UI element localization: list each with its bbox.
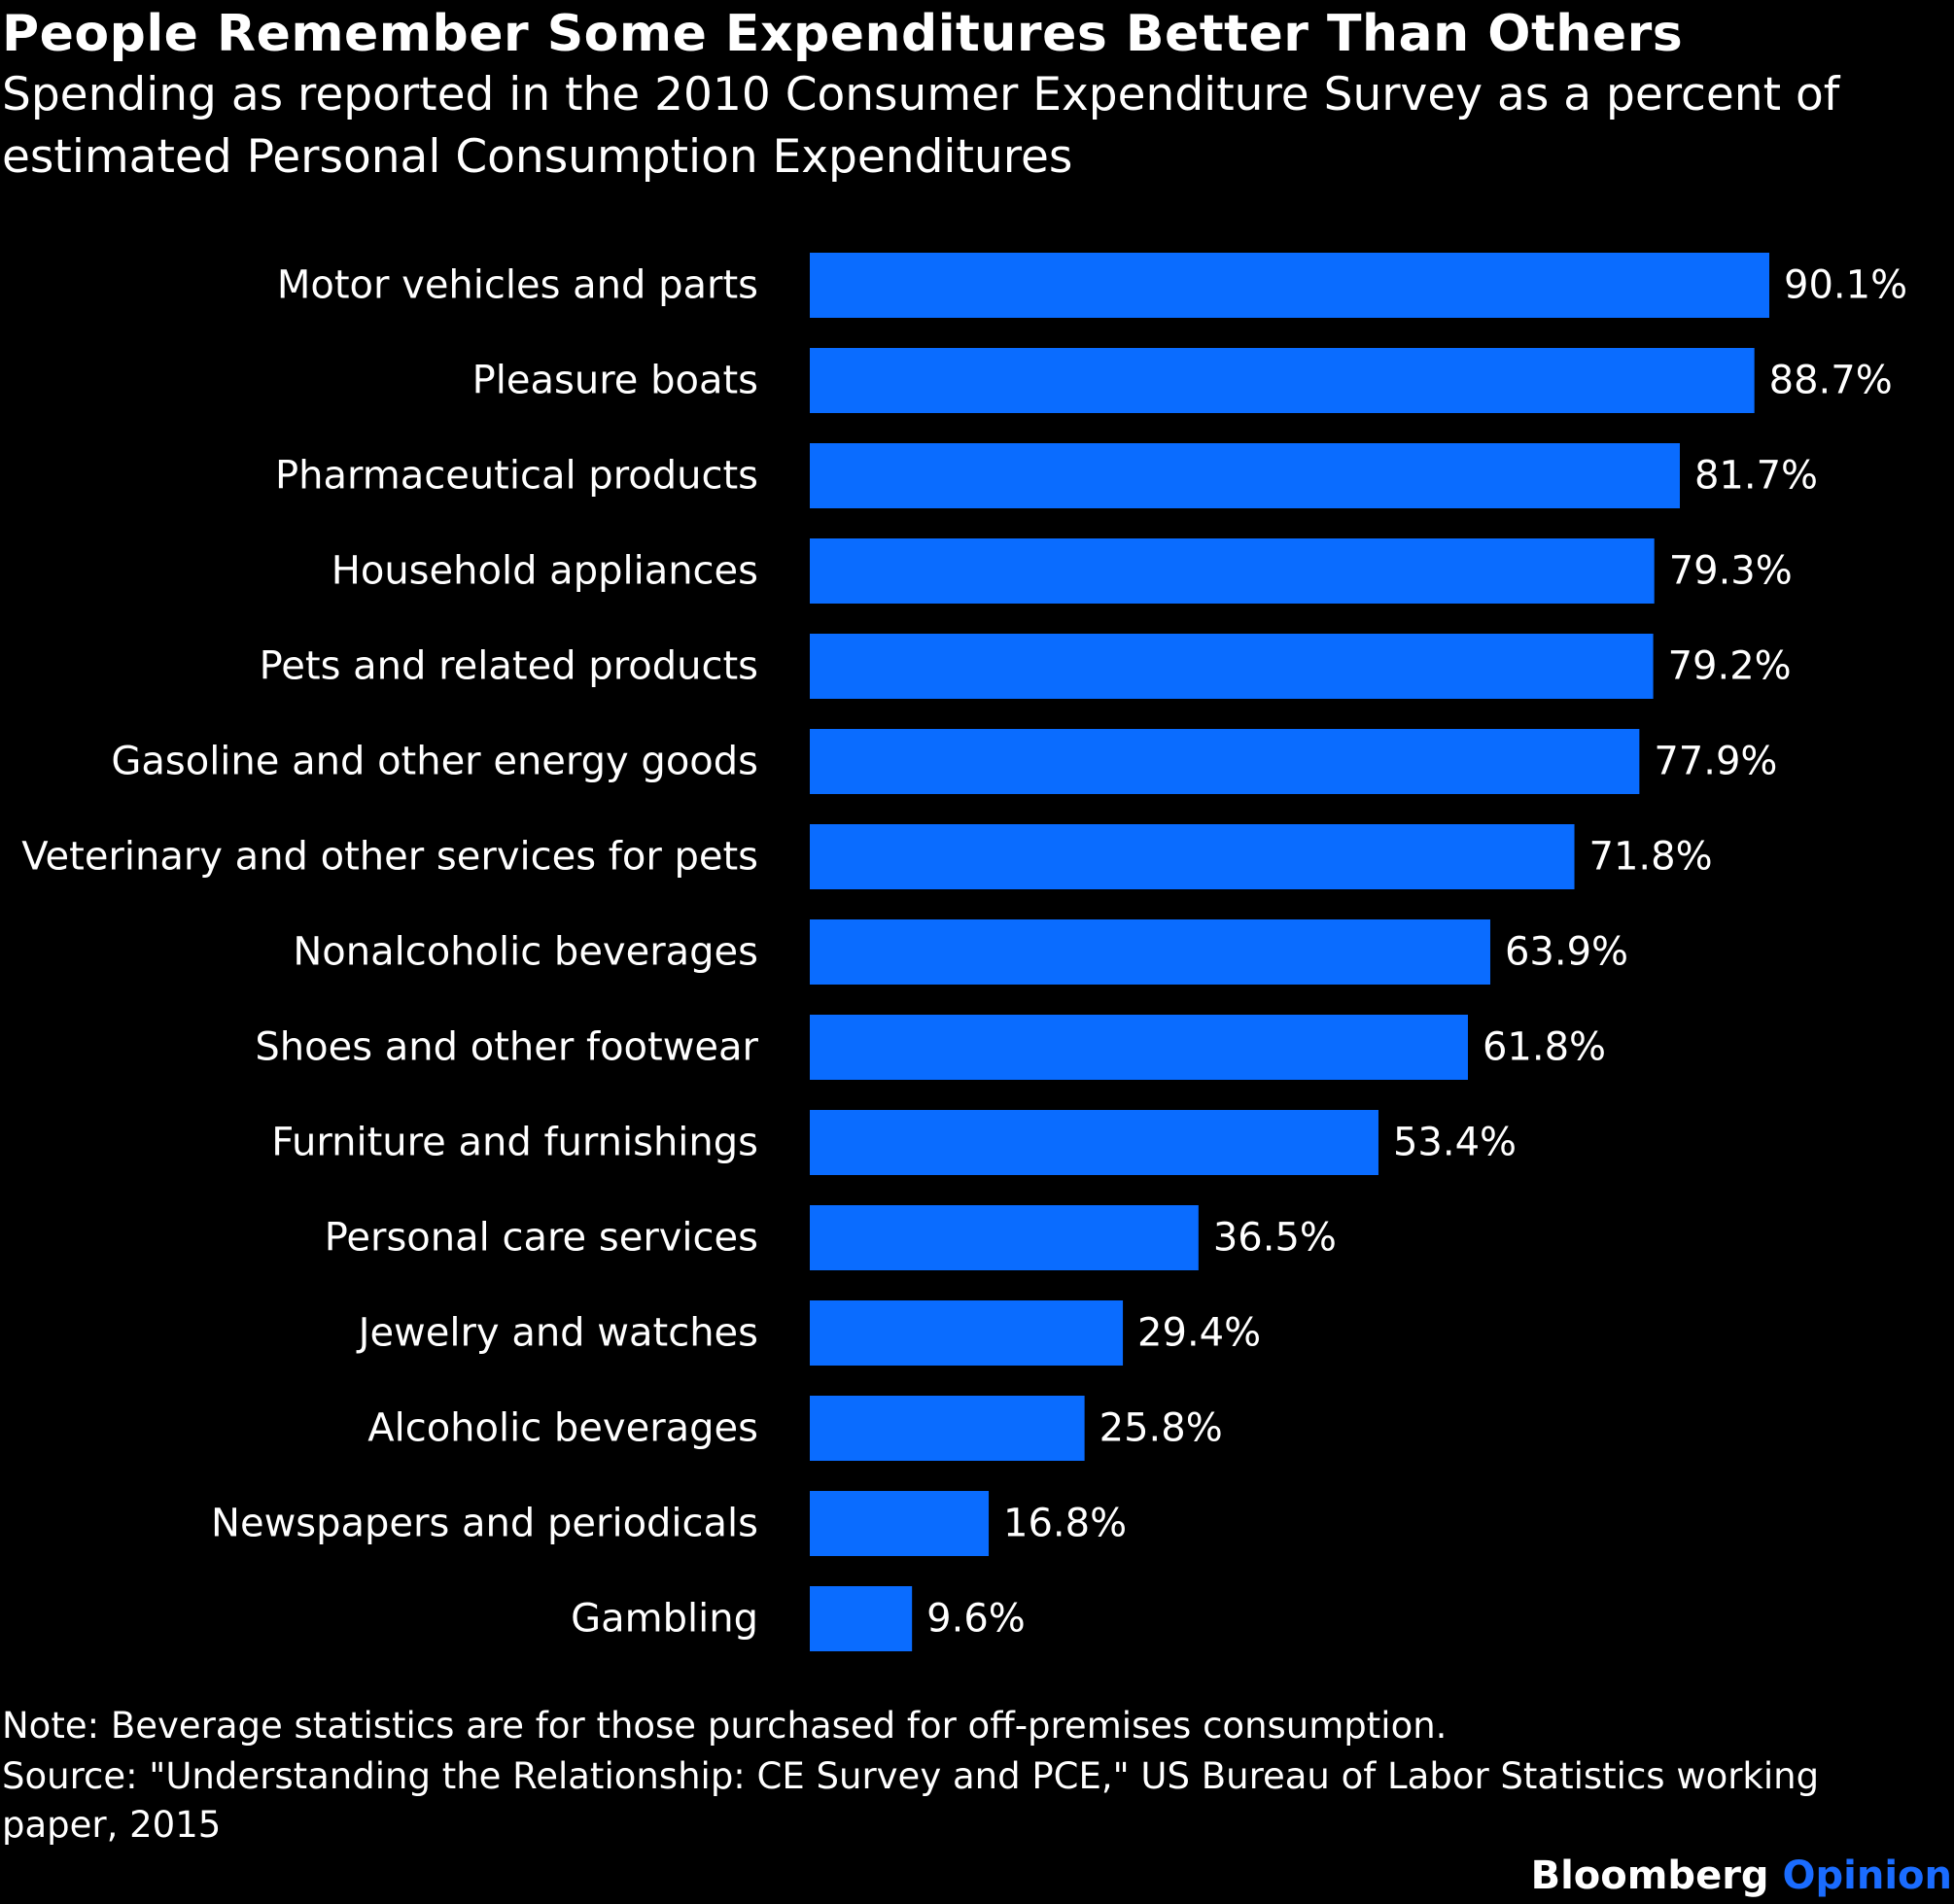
category-label: Veterinary and other services for pets (21, 835, 758, 880)
category-label: Personal care services (325, 1216, 758, 1261)
category-label: Nonalcoholic beverages (293, 930, 758, 975)
bar (810, 253, 1769, 318)
bar (810, 729, 1640, 794)
chart-title: People Remember Some Expenditures Better… (2, 5, 1684, 63)
chart-source: Source: "Understanding the Relationship:… (2, 1755, 1820, 1797)
bar (810, 538, 1655, 604)
category-label: Shoes and other footwear (255, 1025, 758, 1070)
bar (810, 1396, 1085, 1461)
chart-source-continued: paper, 2015 (2, 1804, 222, 1846)
bar (810, 348, 1755, 413)
brand-product: Opinion (1782, 1853, 1953, 1898)
value-label: 81.7% (1694, 454, 1818, 499)
category-label: Furniture and furnishings (271, 1121, 758, 1165)
category-label: Alcoholic beverages (367, 1406, 758, 1451)
bar (810, 1491, 990, 1556)
value-label: 71.8% (1589, 835, 1713, 880)
value-label: 79.3% (1669, 549, 1793, 594)
chart-subtitle: Spending as reported in the 2010 Consume… (2, 68, 1840, 184)
value-label: 90.1% (1784, 263, 1907, 308)
bar (810, 824, 1575, 889)
value-label: 29.4% (1137, 1311, 1261, 1356)
bar (810, 1300, 1124, 1366)
value-label: 61.8% (1483, 1025, 1606, 1070)
category-label: Pets and related products (260, 644, 758, 689)
value-label: 25.8% (1099, 1406, 1223, 1451)
category-label: Gasoline and other energy goods (111, 740, 758, 784)
bar (810, 634, 1654, 699)
value-label: 63.9% (1505, 930, 1628, 975)
category-label: Gambling (571, 1597, 758, 1642)
bars-group: Motor vehicles and parts 90.1% Pleasure bo… (21, 253, 1907, 1651)
bar-chart: Motor vehicles and parts 90.1% Pleasure bo… (21, 253, 1907, 1651)
category-label: Jewelry and watches (356, 1311, 758, 1356)
category-label: Pleasure boats (472, 359, 758, 403)
bar (810, 1015, 1468, 1080)
category-label: Newspapers and periodicals (211, 1502, 758, 1546)
value-label: 53.4% (1393, 1121, 1517, 1165)
category-label: Pharmaceutical products (275, 454, 758, 499)
bar (810, 1586, 913, 1651)
category-label: Motor vehicles and parts (277, 263, 758, 308)
bar (810, 443, 1680, 508)
value-label: 79.2% (1668, 644, 1792, 689)
value-label: 9.6% (926, 1597, 1026, 1642)
category-label: Household appliances (331, 549, 758, 594)
value-label: 36.5% (1213, 1216, 1337, 1261)
chart-note: Note: Beverage statistics are for those … (2, 1705, 1448, 1747)
bar (810, 919, 1490, 985)
bar (810, 1110, 1378, 1175)
value-label: 77.9% (1654, 740, 1777, 784)
bar (810, 1205, 1199, 1270)
brand-name: Bloomberg (1530, 1853, 1769, 1898)
brand-logo: Bloomberg Opinion (1531, 1852, 1952, 1900)
value-label: 88.7% (1769, 359, 1893, 403)
value-label: 16.8% (1003, 1502, 1127, 1546)
